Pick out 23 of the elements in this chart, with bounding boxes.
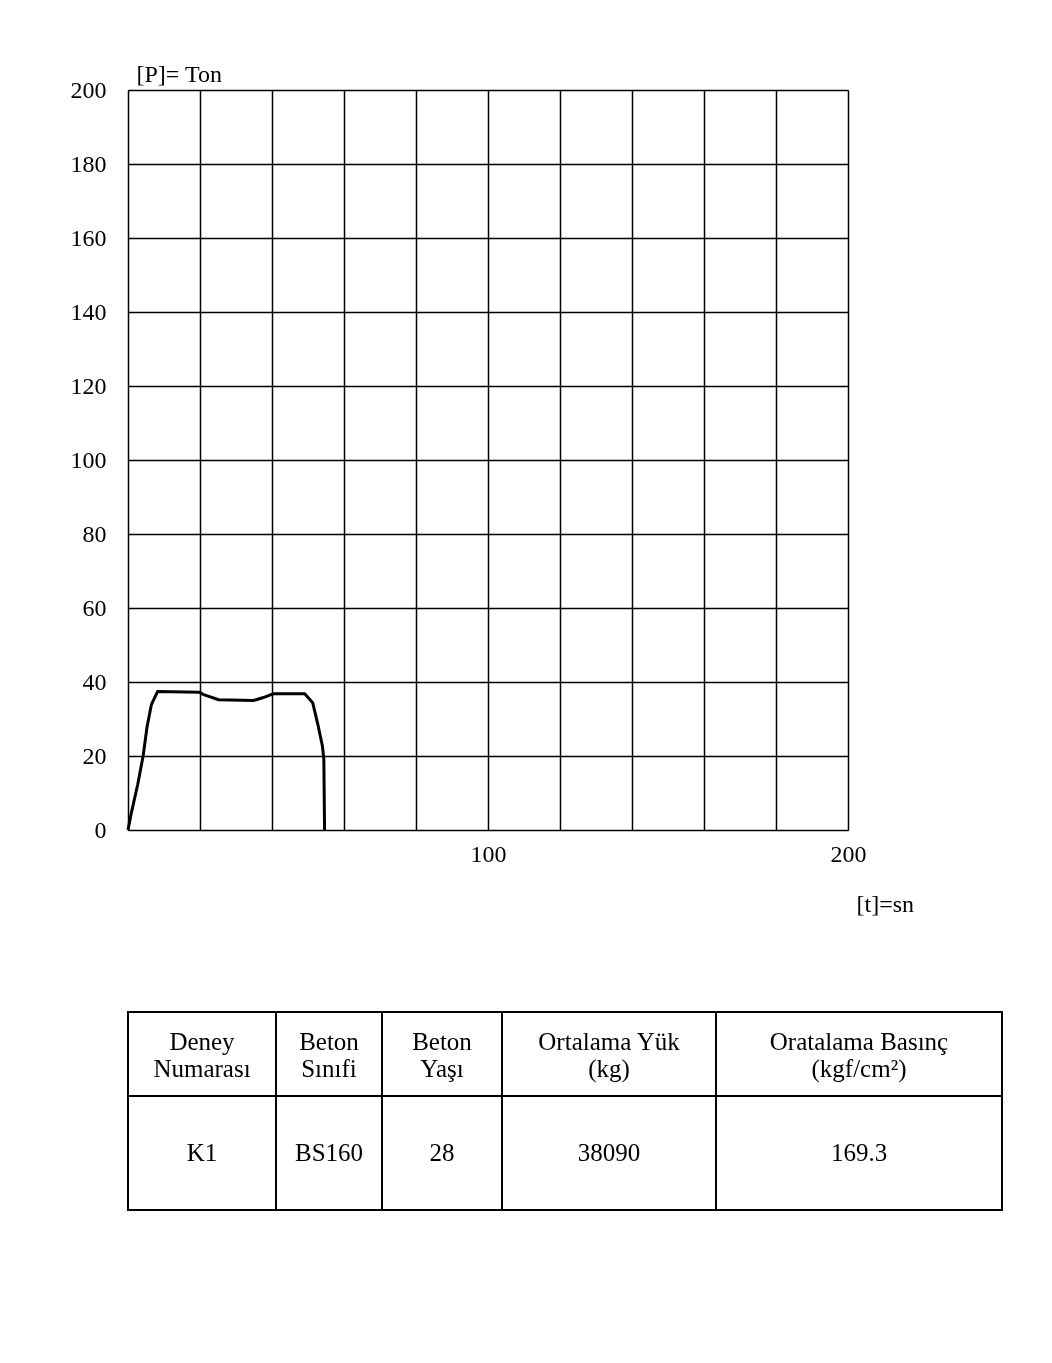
text: Deney Numarası bbox=[153, 1028, 251, 1082]
y-tick-label: 40 bbox=[82, 668, 107, 695]
text: K1 bbox=[186, 1139, 218, 1166]
text: BS160 bbox=[294, 1139, 364, 1166]
y-tick-label: 140 bbox=[70, 298, 107, 325]
text: 28 bbox=[429, 1139, 455, 1166]
y-tick-label: 100 bbox=[70, 446, 107, 473]
x-axis-title: [t]=sn bbox=[856, 890, 915, 917]
text: Ortalama Yük (kg) bbox=[538, 1028, 681, 1083]
y-tick-label: 60 bbox=[82, 594, 107, 621]
y-axis-title: [P]= Ton bbox=[136, 60, 222, 87]
text: Oratalama Basınç (kgf/cm²) bbox=[769, 1028, 949, 1083]
text: 169.3 bbox=[830, 1139, 888, 1166]
y-tick-label: 20 bbox=[82, 742, 107, 769]
y-tick-label: 200 bbox=[70, 76, 107, 103]
y-tick-label: 80 bbox=[82, 520, 107, 547]
text: Beton Yaşı bbox=[412, 1028, 473, 1082]
y-tick-label: 0 bbox=[94, 816, 107, 843]
text: Beton Sınıfi bbox=[299, 1028, 360, 1082]
y-tick-label: 180 bbox=[70, 150, 107, 177]
y-tick-label: 160 bbox=[70, 224, 107, 251]
y-tick-label: 120 bbox=[70, 372, 107, 399]
text: 38090 bbox=[577, 1139, 641, 1166]
